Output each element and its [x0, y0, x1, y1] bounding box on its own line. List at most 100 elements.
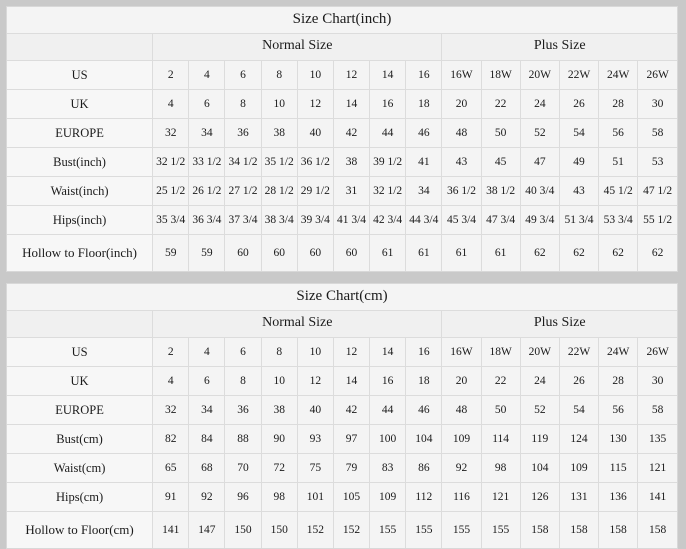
data-cell: 14 [332, 89, 371, 119]
data-cell: 90 [260, 424, 298, 454]
data-cell: 62 [558, 234, 600, 271]
row-label: UK [7, 366, 154, 396]
data-cell: 34 [405, 176, 443, 206]
data-cell: 29 1/2 [296, 176, 334, 206]
table-row: Bust(inch) 32 1/2 33 1/2 34 1/2 35 1/2 36 1/2… [7, 147, 677, 177]
data-cell: 6 [188, 89, 226, 119]
data-cell: 109 [441, 424, 482, 454]
data-cell: 104 [405, 424, 443, 454]
data-cell: 40 [296, 395, 334, 425]
data-cell: 101 [296, 482, 334, 512]
data-cell: 54 [558, 395, 600, 425]
data-cell: 121 [480, 482, 521, 512]
data-cell: 52 [519, 395, 560, 425]
data-cell: 68 [188, 453, 226, 483]
group-header-normal-size: Normal Size [152, 33, 443, 61]
data-cell: 20 [441, 366, 482, 396]
data-cell: 27 1/2 [224, 176, 262, 206]
group-header-normal-size: Normal Size [152, 310, 443, 338]
data-cell: 36 1/2 [441, 176, 482, 206]
data-cell: 20W [519, 60, 560, 90]
data-cell: 2 [152, 337, 190, 367]
data-cell: 109 [369, 482, 407, 512]
data-cell: 20W [519, 337, 560, 367]
data-cell: 24 [519, 89, 560, 119]
data-cell: 124 [558, 424, 600, 454]
data-cell: 92 [188, 482, 226, 512]
size-table-cm: Size Chart(cm) Normal Size Plus Size US 2 4 6 8… [7, 284, 677, 548]
data-cell: 82 [152, 424, 190, 454]
data-cell: 109 [558, 453, 600, 483]
data-cell: 31 [332, 176, 371, 206]
data-cell: 70 [224, 453, 262, 483]
data-cell: 47 3/4 [480, 205, 521, 235]
table-row: US 2 4 6 8 10 12 14 16 16W 18W 20W 22W 24W 26W [7, 60, 677, 90]
table-row: Waist(cm) 65 68 70 72 75 79 83 86 92 98 104 109 115 12… [7, 453, 677, 483]
data-cell: 62 [519, 234, 560, 271]
data-cell: 45 [480, 147, 521, 177]
row-label: Bust(inch) [7, 147, 154, 177]
data-cell: 104 [519, 453, 560, 483]
data-cell: 28 [598, 89, 639, 119]
data-cell: 22 [480, 366, 521, 396]
data-cell: 45 3/4 [441, 205, 482, 235]
size-table-cm-body: Size Chart(cm) Normal Size Plus Size US 2 4 6 8… [7, 284, 677, 548]
table-row: US 2 4 6 8 10 12 14 16 16W 18W 20W 22W 24W 26W [7, 337, 677, 367]
data-cell: 131 [558, 482, 600, 512]
data-cell: 18W [480, 337, 521, 367]
data-cell: 4 [188, 60, 226, 90]
data-cell: 58 [637, 118, 677, 148]
table-row: Hips(cm) 91 92 96 98 101 105 109 112 116 121 126 131… [7, 482, 677, 512]
data-cell: 38 1/2 [480, 176, 521, 206]
data-cell: 4 [152, 366, 190, 396]
data-cell: 62 [637, 234, 677, 271]
data-cell: 24W [598, 60, 639, 90]
data-cell: 135 [637, 424, 677, 454]
row-label: Bust(cm) [7, 424, 154, 454]
table-row: EUROPE 32 34 36 38 40 42 44 46 48 50 52 54 56 58 [7, 118, 677, 148]
data-cell: 136 [598, 482, 639, 512]
group-header-row: Normal Size Plus Size [7, 310, 677, 338]
data-cell: 48 [441, 118, 482, 148]
data-cell: 72 [260, 453, 298, 483]
data-cell: 36 1/2 [296, 147, 334, 177]
data-cell: 61 [369, 234, 407, 271]
data-cell: 26W [637, 337, 677, 367]
data-cell: 22W [558, 60, 600, 90]
data-cell: 33 1/2 [188, 147, 226, 177]
data-cell: 115 [598, 453, 639, 483]
data-cell: 55 1/2 [637, 205, 677, 235]
data-cell: 28 [598, 366, 639, 396]
data-cell: 10 [296, 60, 334, 90]
row-label: Hips(inch) [7, 205, 154, 235]
title-row: Size Chart(cm) [7, 284, 677, 311]
size-chart-page: Size Chart(inch) Normal Size Plus Size US 2 4… [6, 6, 678, 549]
data-cell: 41 [405, 147, 443, 177]
data-cell: 12 [332, 337, 371, 367]
data-cell: 39 1/2 [369, 147, 407, 177]
table-row: Hollow to Floor(inch) 59 59 60 60 60 60 61 61 61 6… [7, 234, 677, 271]
data-cell: 16 [405, 60, 443, 90]
data-cell: 38 3/4 [260, 205, 298, 235]
data-cell: 38 [260, 118, 298, 148]
data-cell: 54 [558, 118, 600, 148]
data-cell: 8 [260, 60, 298, 90]
data-cell: 84 [188, 424, 226, 454]
row-label: Waist(inch) [7, 176, 154, 206]
data-cell: 35 1/2 [260, 147, 298, 177]
data-cell: 38 [332, 147, 371, 177]
row-label: US [7, 337, 154, 367]
data-cell: 6 [224, 337, 262, 367]
data-cell: 43 [441, 147, 482, 177]
data-cell: 16 [369, 366, 407, 396]
data-cell: 97 [332, 424, 371, 454]
data-cell: 59 [152, 234, 190, 271]
data-cell: 61 [480, 234, 521, 271]
data-cell: 6 [224, 60, 262, 90]
data-cell: 114 [480, 424, 521, 454]
data-cell: 92 [441, 453, 482, 483]
table-row: Hips(inch) 35 3/4 36 3/4 37 3/4 38 3/4 39 3/4… [7, 205, 677, 235]
data-cell: 47 [519, 147, 560, 177]
chart-title: Size Chart(cm) [7, 284, 677, 311]
data-cell: 32 [152, 118, 190, 148]
